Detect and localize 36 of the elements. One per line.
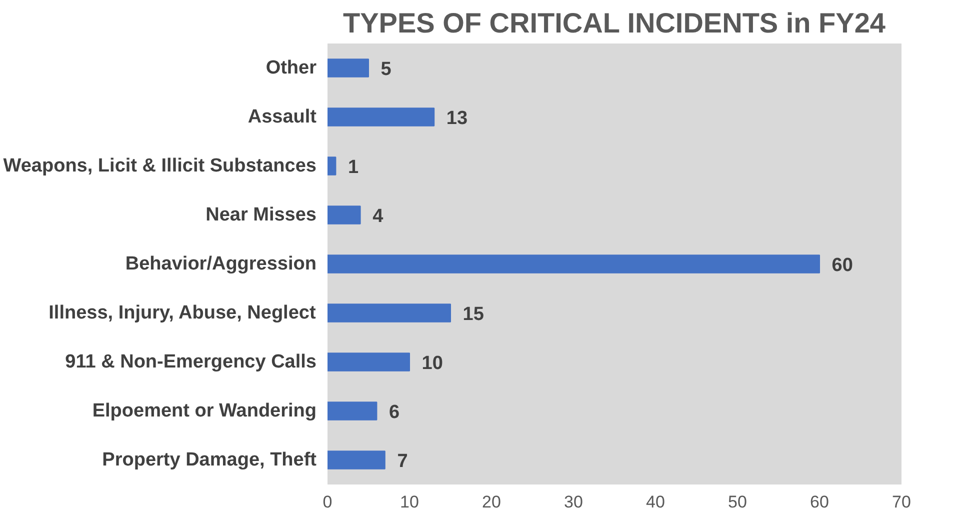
x-tick-label: 50 <box>728 492 747 510</box>
x-tick-label: 70 <box>892 492 911 510</box>
data-label: 1 <box>348 157 359 178</box>
bar <box>328 254 820 274</box>
data-label: 13 <box>446 108 468 129</box>
x-tick-label: 60 <box>810 492 829 510</box>
y-tick-label: Property Damage, Theft <box>102 450 318 470</box>
data-label: 4 <box>372 206 384 227</box>
bar <box>328 206 361 224</box>
bar <box>328 304 451 322</box>
y-tick-label: Assault <box>248 106 318 128</box>
x-tick-label: 20 <box>482 492 501 510</box>
y-tick-label: Near Misses <box>206 204 317 226</box>
bar <box>328 156 336 176</box>
bar <box>328 402 378 420</box>
x-tick-label: 40 <box>646 492 665 510</box>
data-label: 5 <box>380 59 392 80</box>
data-label: 10 <box>422 353 443 374</box>
y-tick-label: Other <box>266 58 318 78</box>
x-tick-label: 30 <box>564 492 583 510</box>
y-tick-label: 911 & Non-Emergency Calls <box>65 352 317 372</box>
y-tick-label: Weapons, Licit & Illicit Substances <box>3 156 317 176</box>
data-label: 60 <box>832 255 853 276</box>
data-label: 6 <box>389 402 400 423</box>
bar <box>328 450 386 470</box>
data-label: 15 <box>462 304 484 325</box>
y-tick-label: Behavior/Aggression <box>125 254 317 274</box>
y-tick-label: Illness, Injury, Abuse, Neglect <box>48 302 316 324</box>
chart-title: TYPES OF CRITICAL INCIDENTS in FY24 <box>343 8 886 38</box>
data-label: 7 <box>397 451 408 472</box>
bar <box>328 352 410 372</box>
y-tick-label: Elpoement or Wandering <box>92 400 316 422</box>
bar <box>328 58 369 78</box>
bar <box>328 108 435 126</box>
x-tick-label: 10 <box>400 492 419 510</box>
x-tick-label: 0 <box>322 492 332 510</box>
